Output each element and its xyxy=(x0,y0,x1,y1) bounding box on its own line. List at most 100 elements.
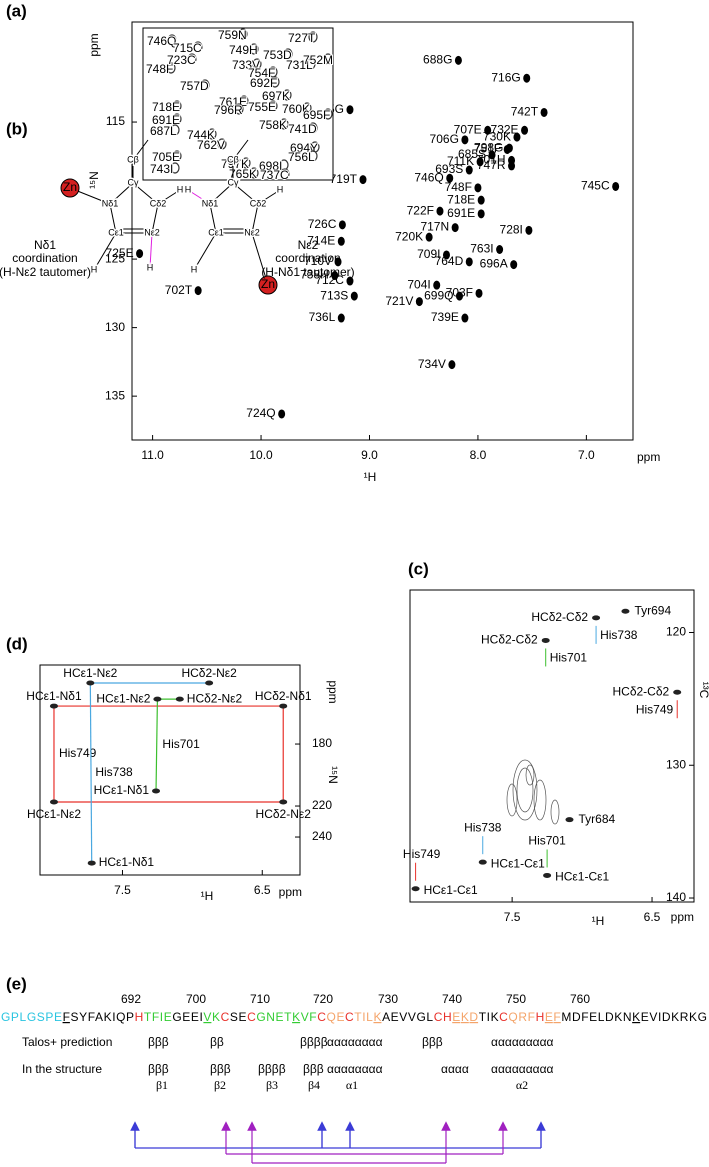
inset-peak xyxy=(308,150,318,162)
peak xyxy=(503,144,511,154)
y-tick-label: 240 xyxy=(312,829,332,843)
y-tick-label: 130 xyxy=(105,320,125,334)
peak xyxy=(525,225,533,235)
peak-label: 699Q xyxy=(424,288,453,302)
peak-label: 730K xyxy=(483,129,511,143)
residue-number: 700 xyxy=(186,992,206,1006)
inset-label: 733V xyxy=(232,58,260,72)
peak xyxy=(488,150,496,160)
peak xyxy=(455,291,463,301)
peak-label: 739E xyxy=(431,310,459,324)
atom-label: Nδ1 xyxy=(202,198,219,208)
peak xyxy=(331,271,339,281)
coordination-label: coordination xyxy=(12,251,77,265)
atom-label: H xyxy=(185,184,192,194)
peak-label: 726C xyxy=(308,217,337,231)
peak xyxy=(175,696,184,702)
inset-peak xyxy=(172,100,182,112)
peak-label: HCε1-Nε2 xyxy=(27,807,81,821)
sequence-segment: AEVVGL xyxy=(382,1010,433,1024)
y-axis-label: ¹⁵N xyxy=(326,766,340,784)
inset-peak xyxy=(187,53,197,65)
sequence-segment: K xyxy=(292,1010,300,1024)
atom-label: Zn xyxy=(63,180,77,194)
inset-peak xyxy=(252,58,262,70)
peak-label: HCε1-Cε1 xyxy=(424,883,478,897)
peak xyxy=(474,183,482,193)
peak-label: 685S xyxy=(458,147,486,161)
peak xyxy=(484,125,492,135)
atom-label: Zn xyxy=(261,277,275,291)
atom-label: Cγ xyxy=(228,177,239,187)
peak xyxy=(337,236,345,246)
peak-label: 713S xyxy=(320,288,348,302)
inset-label: 705E xyxy=(152,150,180,164)
x-axis-label: ¹H xyxy=(592,914,605,928)
atom-label: Cδ2 xyxy=(150,198,167,208)
sequence-segment: TIL xyxy=(354,1010,373,1024)
bond xyxy=(193,232,217,271)
inset-peak xyxy=(283,48,293,60)
inset-label: 744K xyxy=(187,128,215,142)
bond xyxy=(187,189,211,205)
peak xyxy=(279,703,288,709)
inset-peak xyxy=(306,58,316,70)
atom-label: Nε2 xyxy=(244,227,260,237)
series-name: His749 xyxy=(636,702,674,716)
peak xyxy=(513,132,521,142)
peak xyxy=(338,220,346,230)
sequence-segment: SE xyxy=(230,1010,247,1024)
coordination-label: Nε2 xyxy=(298,238,319,252)
bond xyxy=(232,139,249,161)
secondary-structure: αααααααα xyxy=(327,1062,383,1076)
sequence-segment: C xyxy=(221,1010,230,1024)
element-label: α1 xyxy=(346,1078,358,1092)
peak-label: 738H xyxy=(300,268,329,282)
panel-label: (e) xyxy=(6,974,27,993)
element-label: α2 xyxy=(516,1078,528,1092)
residue-number: 720 xyxy=(313,992,333,1006)
peak xyxy=(461,313,469,323)
inset-peak xyxy=(217,138,227,150)
peak-label: 710V xyxy=(304,254,332,268)
peak xyxy=(436,206,444,216)
inset-peak xyxy=(167,34,177,46)
atom-label: Cε1 xyxy=(208,227,224,237)
inset-label: 715C xyxy=(173,41,202,55)
sequence-segment: C xyxy=(247,1010,256,1024)
residue-number: 740 xyxy=(442,992,462,1006)
peak xyxy=(425,232,433,242)
peak-label: 688G xyxy=(423,53,452,67)
inset-label: 731L xyxy=(286,58,313,72)
bond xyxy=(157,189,181,205)
peak-label: 706G xyxy=(430,132,459,146)
secondary-structure: βββ xyxy=(422,1035,443,1049)
atom-label: H xyxy=(177,184,184,194)
peak-label: HCδ2-Nδ1 xyxy=(255,689,312,703)
sequence-segment: MDFELDKN xyxy=(561,1010,631,1024)
peak-label: 725E xyxy=(106,246,134,260)
inset-label: 759N xyxy=(218,28,247,42)
peak xyxy=(350,291,358,301)
sequence-segment: C xyxy=(317,1010,326,1024)
inset-peak xyxy=(308,122,318,134)
element-label: β3 xyxy=(266,1078,278,1092)
sequence-segment: EVIDKRKG xyxy=(641,1010,707,1024)
bond xyxy=(251,203,259,234)
peak xyxy=(278,409,286,419)
peak-label: 720K xyxy=(395,229,423,243)
peak xyxy=(454,55,462,65)
connector xyxy=(89,682,93,864)
bond xyxy=(149,232,153,269)
element-label: β1 xyxy=(156,1078,168,1092)
inset-peak xyxy=(308,31,318,43)
series-name: His701 xyxy=(550,651,588,665)
peak-label: HCε1-Nδ1 xyxy=(26,689,82,703)
peak xyxy=(337,313,345,323)
atom-label: H xyxy=(191,264,198,274)
inset-label: 692F xyxy=(250,76,277,90)
inset-label: 796R xyxy=(214,103,243,117)
x-tick-label: 7.0 xyxy=(578,448,595,462)
x-axis-label: ¹H xyxy=(364,470,377,484)
series-name: Tyr694 xyxy=(634,603,671,617)
